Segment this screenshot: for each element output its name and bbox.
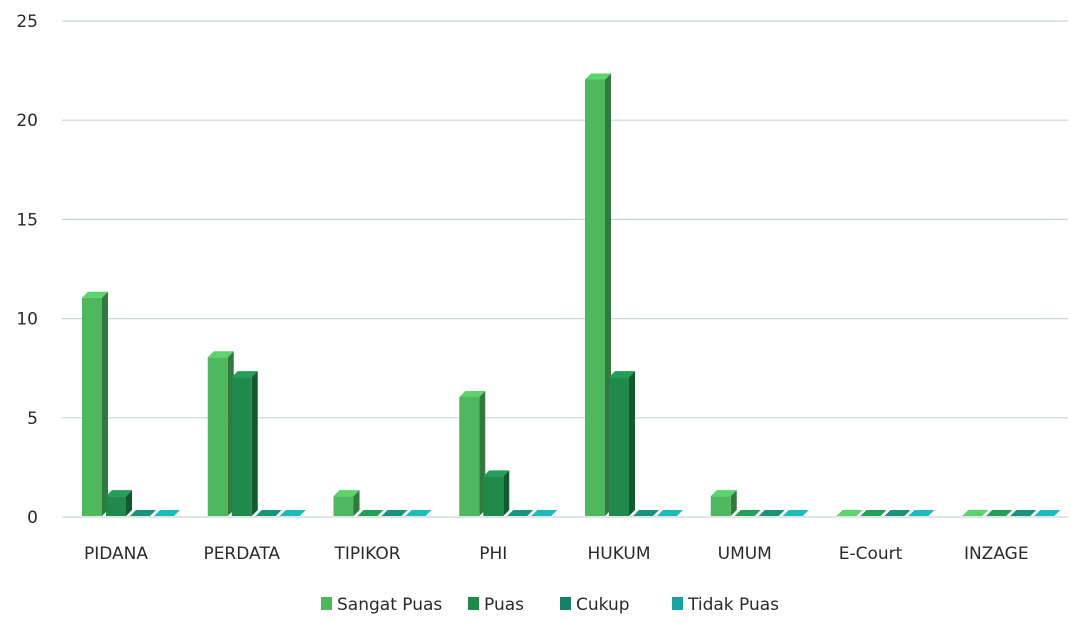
bar [154,510,180,516]
y-tick-label: 25 [16,12,38,32]
y-tick-label: 0 [27,508,38,528]
bar [231,371,258,516]
legend: Sangat Puas Puas Cukup Tidak Puas [321,595,779,615]
bar [758,510,785,516]
bar [860,510,887,516]
x-tick-label: PHI [479,544,507,564]
bar [381,510,408,516]
bar [531,510,558,516]
y-axis-ticks: 0 5 10 15 20 25 [16,12,38,528]
y-tick-label: 20 [16,111,38,131]
bar [986,510,1013,516]
legend-swatch [560,597,571,610]
bar [1010,510,1037,516]
bar [82,291,108,516]
x-tick-label: TIPIKOR [333,544,400,564]
bar [333,490,360,516]
bar [130,510,156,516]
bar [279,510,306,516]
bar [507,510,534,516]
bar [1034,510,1061,516]
x-tick-label: PERDATA [203,544,280,564]
bar [106,490,132,516]
bar [884,510,911,516]
x-tick-label: PIDANA [84,544,148,564]
legend-swatch [321,597,332,610]
bar [207,351,234,516]
bar [255,510,282,516]
bar [734,510,761,516]
bar [585,73,611,517]
y-tick-label: 5 [27,409,38,429]
y-tick-label: 15 [16,210,38,230]
legend-swatch [672,597,683,610]
bar [908,510,935,516]
bars [82,73,1061,517]
x-tick-label: UMUM [718,544,772,564]
legend-label: Puas [484,595,524,615]
bar [710,490,737,516]
x-tick-label: E-Court [839,544,903,564]
bar [782,510,809,516]
legend-label: Tidak Puas [687,595,779,615]
x-tick-label: INZAGE [964,544,1029,564]
bar [405,510,432,516]
bar [609,371,635,516]
bar [633,510,659,516]
y-tick-label: 10 [16,310,38,330]
legend-label: Sangat Puas [337,595,442,615]
legend-item: Sangat Puas [321,595,442,615]
bar [657,510,683,516]
bar [836,510,863,516]
legend-item: Tidak Puas [672,595,779,615]
x-tick-label: HUKUM [587,544,650,564]
legend-label: Cukup [576,595,630,615]
legend-item: Puas [468,595,524,615]
bar [483,470,510,516]
x-axis-ticks: PIDANA PERDATA TIPIKOR PHI HUKUM UMUM E-Court I… [84,544,1029,564]
bar [459,390,486,516]
legend-item: Cukup [560,595,630,615]
bar [962,510,989,516]
bar [357,510,384,516]
legend-swatch [468,597,479,610]
